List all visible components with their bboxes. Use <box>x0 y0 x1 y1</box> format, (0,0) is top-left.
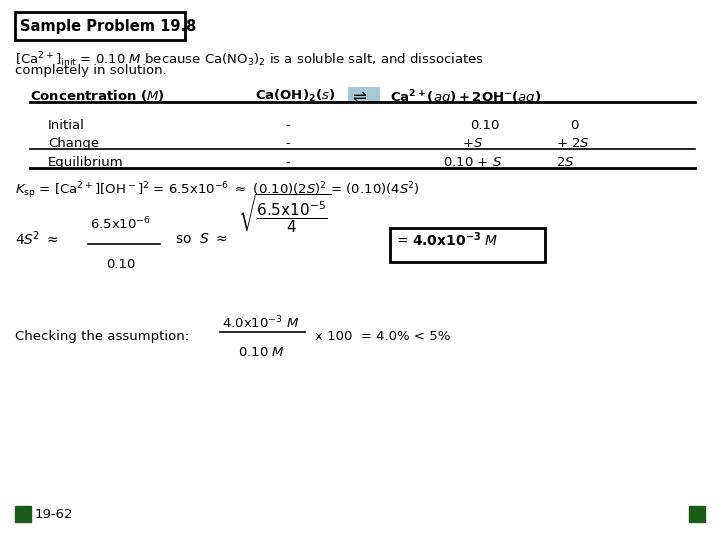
Text: $\rightleftharpoons$: $\rightleftharpoons$ <box>349 88 367 106</box>
Text: $\bf{Concentration\ (}$$\bf{\it{M}}$$\bf{)}$: $\bf{Concentration\ (}$$\bf{\it{M}}$$\bf… <box>30 88 165 103</box>
Text: 0.10 $\it{M}$: 0.10 $\it{M}$ <box>238 346 285 359</box>
Text: $\sqrt{\dfrac{6.5\mathrm{x}10^{-5}}{4}}$: $\sqrt{\dfrac{6.5\mathrm{x}10^{-5}}{4}}$ <box>238 192 331 234</box>
Text: 0.10: 0.10 <box>470 119 500 132</box>
Text: Equilibrium: Equilibrium <box>48 156 124 169</box>
Text: 0.10: 0.10 <box>106 258 135 271</box>
Text: [Ca$^{2+}$]$_{\mathregular{init}}$ = 0.10 $\it{M}$ because Ca(NO$_3$)$_2$ is a s: [Ca$^{2+}$]$_{\mathregular{init}}$ = 0.1… <box>15 50 484 69</box>
Bar <box>390 228 545 262</box>
Text: 4.0x10$^{-3}$ $\it{M}$: 4.0x10$^{-3}$ $\it{M}$ <box>222 314 300 331</box>
Text: 6.5x10$^{-6}$: 6.5x10$^{-6}$ <box>90 215 151 232</box>
Text: 0.10 + $\it{S}$: 0.10 + $\it{S}$ <box>443 156 502 169</box>
Text: -: - <box>285 156 289 169</box>
Text: Initial: Initial <box>48 119 85 132</box>
Text: 19-62: 19-62 <box>35 508 73 521</box>
Bar <box>689 506 705 522</box>
Bar <box>15 506 31 522</box>
Text: Checking the assumption:: Checking the assumption: <box>15 330 194 343</box>
Text: + 2$\it{S}$: + 2$\it{S}$ <box>556 137 590 150</box>
Text: -: - <box>285 137 289 150</box>
Text: completely in solution.: completely in solution. <box>15 64 167 77</box>
Text: Sample Problem 19.8: Sample Problem 19.8 <box>20 18 197 33</box>
Bar <box>348 87 380 103</box>
Text: x 100  = 4.0% < 5%: x 100 = 4.0% < 5% <box>315 330 451 343</box>
Text: -: - <box>285 119 289 132</box>
Text: $\bf{Ca(OH)_2(}$$\bf{\it{s}}$$\bf{)}$: $\bf{Ca(OH)_2(}$$\bf{\it{s}}$$\bf{)}$ <box>255 88 335 104</box>
Text: = $\mathbf{4.0x10^{-3}}$ $\mathbf{\it{M}}$: = $\mathbf{4.0x10^{-3}}$ $\mathbf{\it{M}… <box>396 231 498 249</box>
Text: 4$\it{S}$$^2$ $\approx$: 4$\it{S}$$^2$ $\approx$ <box>15 230 58 248</box>
Text: Change: Change <box>48 137 99 150</box>
Text: 0: 0 <box>570 119 578 132</box>
Text: +$\it{S}$: +$\it{S}$ <box>462 137 483 150</box>
Text: $\it{K}_{\mathregular{sp}}$ = [Ca$^{2+}$][OH$^-$]$^2$ = 6.5x10$^{-6}$ $\approx$ : $\it{K}_{\mathregular{sp}}$ = [Ca$^{2+}$… <box>15 180 420 200</box>
Text: 2$\it{S}$: 2$\it{S}$ <box>556 156 575 169</box>
Bar <box>15 12 185 40</box>
Text: $\bf{Ca^{2+}(}$$\bf{\it{aq}}$$\bf{) + 2OH}$$^{\bf{-}}$$\bf{(}$$\bf{\it{aq}}$$\bf: $\bf{Ca^{2+}(}$$\bf{\it{aq}}$$\bf{) + 2O… <box>390 88 541 107</box>
Text: so  $\it{S}$ $\approx$: so $\it{S}$ $\approx$ <box>175 232 228 246</box>
